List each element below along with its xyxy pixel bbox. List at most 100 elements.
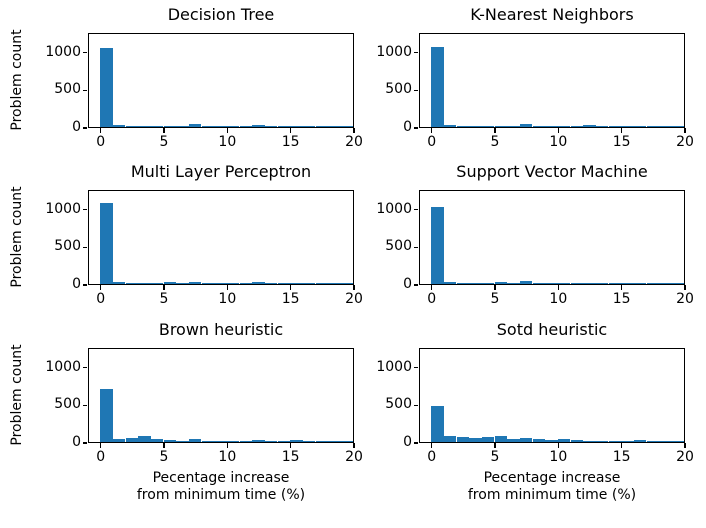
y-tick-mark (413, 367, 418, 369)
y-tick-mark (413, 209, 418, 211)
subplot-support-vector-machine: Support Vector Machine 0 5 10 15 20 0 500 1000 (376, 162, 694, 307)
x-tick-label: 5 (159, 449, 169, 465)
histogram-bar (201, 126, 215, 127)
x-tick-label: 15 (612, 449, 631, 465)
x-tick-mark (100, 443, 102, 448)
histogram-bar (469, 437, 482, 442)
y-tick-mark (82, 367, 87, 369)
y-tick-label: 0 (72, 434, 81, 450)
subplot-title: K-Nearest Neighbors (470, 5, 634, 24)
y-tick-mark (413, 246, 418, 248)
histogram-bar (150, 438, 164, 442)
subplot-title: Decision Tree (167, 5, 275, 24)
x-tick-mark (290, 128, 292, 133)
y-tick-mark (82, 52, 87, 54)
histogram-bar (507, 125, 520, 127)
x-tick-label: 15 (612, 291, 631, 307)
histogram-bar (188, 124, 202, 127)
histogram-bar (163, 439, 177, 442)
histogram-bar (545, 439, 558, 442)
y-tick-label: 500 (54, 81, 81, 98)
x-tick-mark (621, 285, 623, 290)
y-tick-label: 0 (403, 434, 412, 450)
y-tick-label: 500 (54, 396, 81, 413)
x-tick-label: 10 (218, 449, 237, 465)
x-tick-mark (494, 285, 496, 290)
histogram-bar (138, 282, 151, 284)
histogram-bar (150, 126, 164, 127)
y-tick-mark (413, 127, 418, 129)
histogram-bar (315, 283, 329, 284)
histogram-bar (633, 283, 647, 284)
histogram-bar (570, 126, 584, 127)
histogram-bar (671, 126, 685, 127)
histogram-bar (252, 125, 265, 127)
histogram-bar (112, 282, 126, 284)
x-tick-mark (557, 128, 559, 133)
subplot-k-nearest-neighbors: K-Nearest Neighbors 0 5 10 15 20 0 500 1000 (376, 5, 694, 150)
x-tick-label: 10 (549, 449, 568, 465)
histogram-bar (545, 283, 558, 284)
histogram-bar (519, 438, 533, 442)
histogram-bar (595, 283, 609, 284)
y-tick-label: 1000 (45, 43, 81, 60)
axes (88, 348, 354, 443)
histogram-bar (277, 441, 291, 442)
histogram-bar (290, 440, 303, 442)
y-tick-mark (82, 209, 87, 211)
x-tick-label: 10 (218, 291, 237, 307)
histogram-bar (469, 283, 482, 284)
histogram-bar (608, 126, 622, 127)
histogram-bar (494, 125, 508, 127)
x-tick-mark (494, 443, 496, 448)
histogram-bar (659, 126, 672, 127)
histogram-bar (431, 405, 444, 442)
x-tick-mark (494, 128, 496, 133)
x-tick-mark (684, 128, 686, 133)
histogram-bar (176, 283, 189, 284)
histogram-bar (545, 126, 558, 127)
y-tick-label: 0 (72, 119, 81, 135)
histogram-bar (239, 283, 253, 284)
histogram-bar (621, 126, 634, 127)
y-tick-label: 0 (403, 119, 412, 135)
x-tick-label: 15 (281, 134, 300, 150)
x-axis-label: Pecentage increase from minimum time (%) (136, 470, 306, 503)
histogram-bar (176, 125, 189, 127)
histogram-bar (646, 441, 660, 442)
histogram-bar (570, 283, 584, 284)
subplot-sotd-heuristic: Sotd heuristic Pecentage increase from m… (376, 320, 694, 503)
histogram-bar (507, 282, 520, 284)
histogram-bar (315, 126, 329, 127)
histogram-bar (112, 438, 126, 442)
histogram-bar (163, 126, 177, 127)
histogram-bar (188, 281, 202, 284)
x-tick-mark (557, 285, 559, 290)
histogram-bar (494, 282, 508, 284)
histogram-bar (481, 126, 495, 127)
histogram-bar (633, 126, 647, 127)
x-tick-label: 20 (345, 449, 363, 465)
histogram-bar (583, 125, 596, 127)
x-tick-label: 20 (345, 134, 363, 150)
x-tick-mark (290, 443, 292, 448)
subplot-title: Multi Layer Perceptron (130, 162, 312, 181)
x-tick-mark (353, 443, 355, 448)
histogram-bar (201, 441, 215, 442)
histogram-bar (557, 282, 571, 284)
histogram-bar (633, 440, 647, 442)
histogram-bar (481, 437, 495, 442)
histogram-bar (608, 441, 622, 442)
histogram-bar (226, 125, 240, 127)
histogram-bar (163, 282, 177, 284)
x-tick-mark (226, 285, 228, 290)
x-tick-label: 0 (96, 134, 106, 150)
axes (419, 190, 685, 285)
histogram-bar (456, 283, 470, 284)
x-tick-label: 5 (159, 134, 169, 150)
x-tick-label: 5 (490, 134, 500, 150)
subplot-title: Sotd heuristic (496, 320, 608, 339)
x-tick-mark (684, 443, 686, 448)
